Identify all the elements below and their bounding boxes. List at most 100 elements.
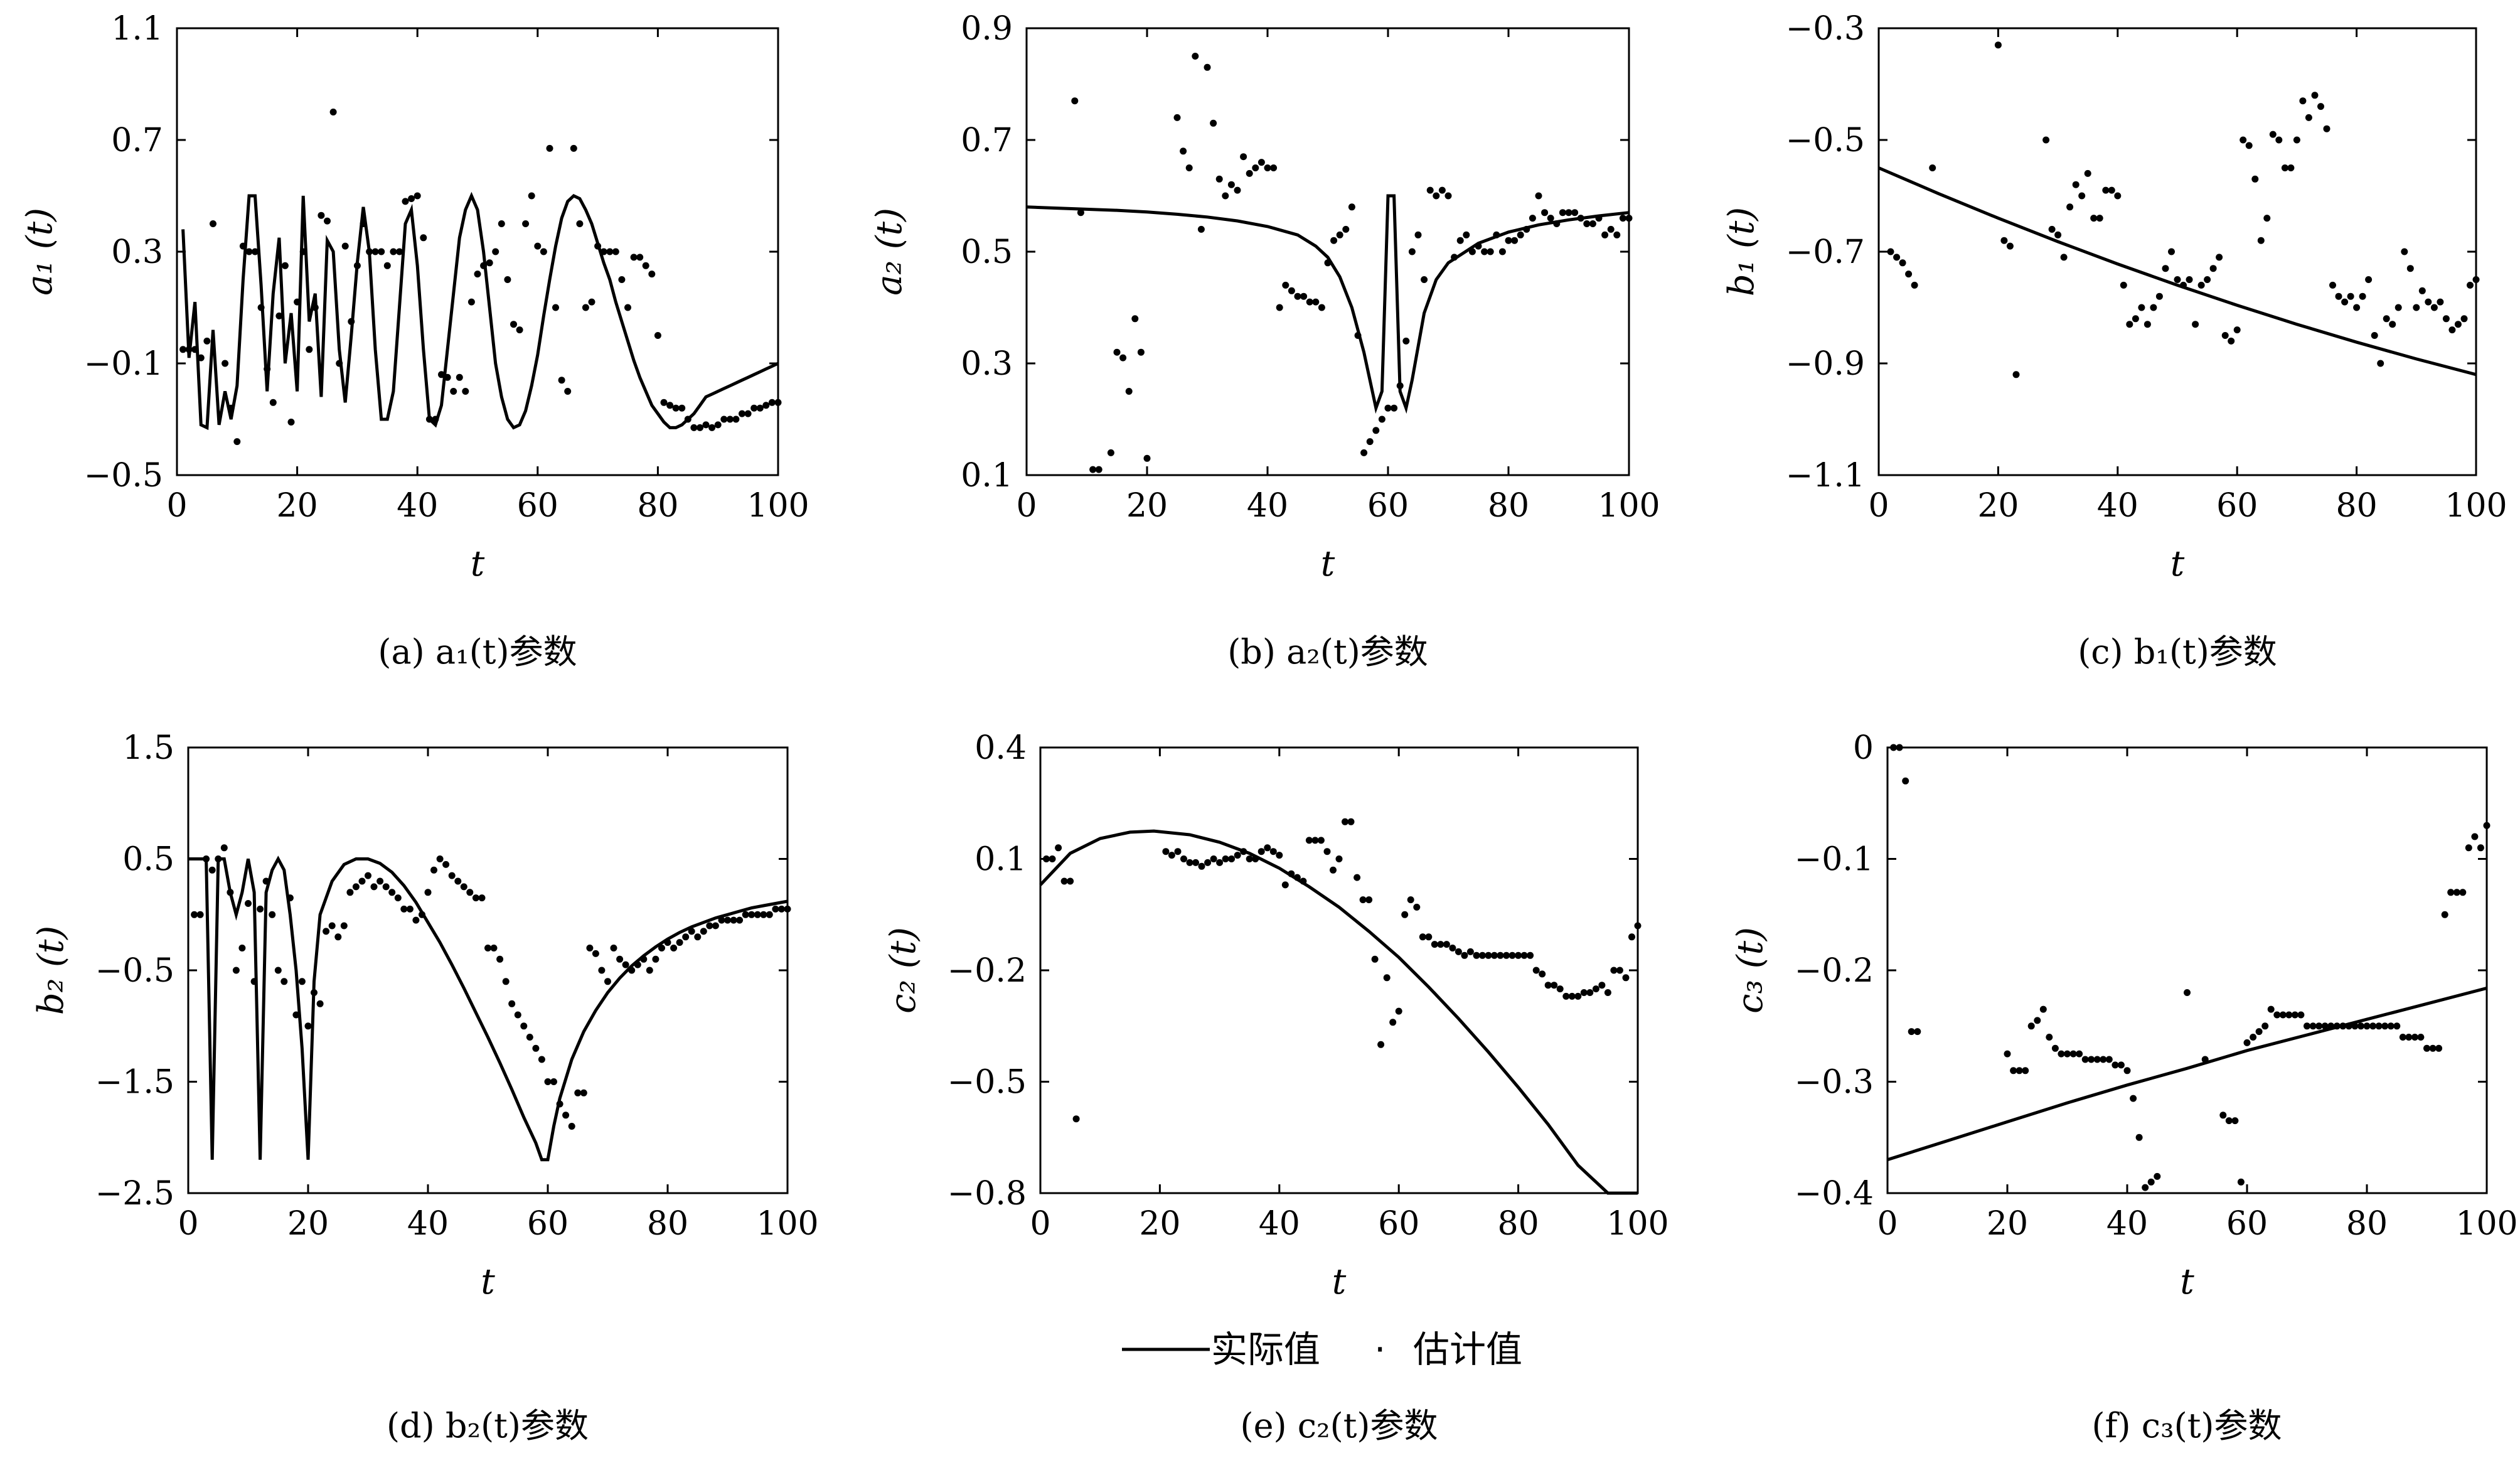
estimate-point (2184, 989, 2191, 996)
estimate-point (2437, 298, 2444, 306)
estimate-point (1270, 164, 1278, 171)
estimate-point (1456, 237, 1464, 244)
estimate-point (2138, 304, 2145, 311)
estimate-point (257, 905, 264, 913)
actual-line (1026, 194, 1630, 414)
estimate-point (1553, 220, 1561, 227)
estimate-point (1893, 254, 1901, 261)
estimate-point (694, 933, 702, 941)
estimate-point (336, 360, 343, 367)
estimate-point (448, 872, 456, 879)
estimate-point (264, 365, 271, 373)
estimate-point (648, 271, 656, 278)
estimate-point (1402, 337, 1410, 345)
estimate-point (490, 945, 498, 951)
estimate-point (1210, 119, 1217, 127)
estimate-point (1089, 466, 1097, 473)
estimate-point (1413, 903, 1421, 911)
estimate-point (430, 866, 437, 874)
estimate-point (1401, 911, 1409, 918)
estimate-point (2333, 1022, 2341, 1030)
estimate-point (574, 1089, 582, 1096)
estimate-point (1113, 348, 1121, 356)
y-tick-label: −0.1 (1795, 841, 1874, 879)
estimate-point (2430, 304, 2438, 311)
estimate-point (606, 248, 614, 255)
estimate-point (1359, 896, 1367, 904)
estimate-point (1143, 454, 1151, 462)
estimate-point (1616, 967, 1623, 974)
estimate-point (2353, 304, 2361, 311)
caption: (a) a₁(t)参数 (378, 632, 577, 672)
estimate-point (2339, 1022, 2347, 1030)
estimate-point (586, 945, 594, 951)
estimate-point (1294, 292, 1301, 300)
estimate-point (346, 889, 354, 896)
estimate-point (400, 905, 408, 913)
estimate-point (2377, 360, 2384, 367)
estimate-point (2261, 1022, 2269, 1030)
estimate-point (1444, 192, 1452, 200)
estimate-point (1425, 933, 1433, 941)
estimate-point (179, 346, 187, 353)
estimate-point (622, 961, 629, 968)
estimate-point (2383, 315, 2390, 323)
estimate-point (311, 989, 318, 996)
x-tick-label: 40 (407, 1205, 449, 1243)
estimate-point (492, 248, 499, 255)
estimate-point (1515, 951, 1522, 959)
estimate-point (2000, 237, 2008, 244)
estimate-point (2069, 1050, 2077, 1058)
estimate-point (697, 424, 703, 431)
x-tick-label: 0 (166, 487, 187, 525)
estimate-point (1426, 186, 1434, 194)
estimate-point (1571, 209, 1579, 217)
estimate-point (1306, 298, 1313, 306)
estimate-point (1372, 427, 1380, 434)
estimate-point (456, 373, 463, 381)
estimate-point (2471, 833, 2479, 840)
x-tick-label: 20 (277, 487, 318, 525)
y-tick-label: 0.1 (974, 841, 1027, 879)
estimate-point (1192, 859, 1199, 866)
estimate-point (2381, 1022, 2389, 1030)
estimate-point (2369, 1022, 2377, 1030)
estimate-point (1551, 982, 1558, 989)
estimate-point (2459, 889, 2467, 896)
estimate-point (2399, 1034, 2406, 1041)
estimate-point (340, 922, 348, 930)
estimate-point (454, 877, 462, 885)
x-tick-label: 0 (178, 1205, 198, 1243)
estimate-point (286, 894, 294, 902)
x-tick-label: 60 (2216, 487, 2258, 525)
estimate-point (528, 192, 535, 200)
estimate-point (2130, 1095, 2137, 1102)
estimate-point (2329, 281, 2336, 289)
estimate-point (1366, 438, 1374, 446)
estimate-point (748, 911, 755, 918)
estimate-point (2192, 321, 2199, 328)
estimate-point (516, 326, 523, 334)
estimate-point (366, 248, 373, 255)
estimate-point (2321, 1022, 2329, 1030)
legend-estimate-label: 估计值 (1413, 1328, 1522, 1371)
estimate-point (412, 916, 420, 924)
estimate-point (1077, 209, 1084, 217)
estimate-point (1589, 220, 1596, 227)
estimate-point (1342, 225, 1350, 233)
estimate-point (1619, 215, 1626, 222)
estimate-point (2144, 321, 2151, 328)
estimate-point (1598, 982, 1606, 989)
estimate-point (1559, 209, 1566, 217)
estimate-point (1269, 848, 1277, 855)
estimate-point (1360, 449, 1368, 456)
estimate-point (2477, 844, 2484, 852)
estimate-point (1899, 259, 1906, 267)
estimate-point (720, 415, 728, 423)
estimate-point (778, 905, 785, 913)
estimate-point (2201, 1056, 2209, 1063)
estimate-point (2465, 844, 2472, 852)
estimate-point (1125, 388, 1133, 395)
estimate-point (2357, 1022, 2364, 1030)
estimate-point (402, 198, 409, 205)
